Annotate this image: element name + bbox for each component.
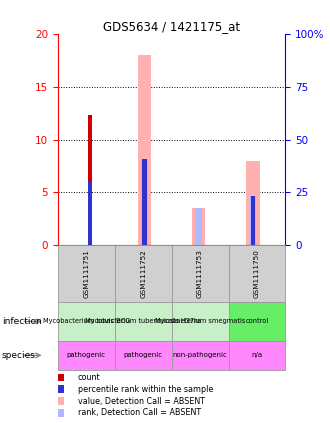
Bar [246,161,260,245]
Bar [88,182,92,245]
Text: Mycobacterium tuberculosis H37ra: Mycobacterium tuberculosis H37ra [85,319,201,324]
Bar [141,159,148,245]
Text: GSM1111753: GSM1111753 [197,250,203,298]
Bar [138,55,151,245]
Text: GSM1111751: GSM1111751 [83,250,89,298]
Text: control: control [246,319,269,324]
Bar [195,209,202,245]
Text: Mycobacterium bovis BCG: Mycobacterium bovis BCG [43,319,130,324]
Text: rank, Detection Call = ABSENT: rank, Detection Call = ABSENT [78,408,201,418]
Bar [142,159,147,245]
Text: pathogenic: pathogenic [67,352,106,358]
Bar [251,195,255,245]
Text: count: count [78,373,100,382]
Text: percentile rank within the sample: percentile rank within the sample [78,385,213,394]
Bar [88,115,92,245]
Text: n/a: n/a [251,352,263,358]
Text: value, Detection Call = ABSENT: value, Detection Call = ABSENT [78,396,205,406]
Text: Mycobacterium smegmatis: Mycobacterium smegmatis [155,319,245,324]
Text: GSM1111750: GSM1111750 [254,250,260,298]
Bar [250,195,256,245]
Text: species: species [2,351,36,360]
Bar [192,209,206,245]
Text: pathogenic: pathogenic [123,352,163,358]
Text: GSM1111752: GSM1111752 [140,250,146,298]
Text: infection: infection [2,317,41,326]
Title: GDS5634 / 1421175_at: GDS5634 / 1421175_at [103,20,240,33]
Text: non-pathogenic: non-pathogenic [173,352,227,358]
